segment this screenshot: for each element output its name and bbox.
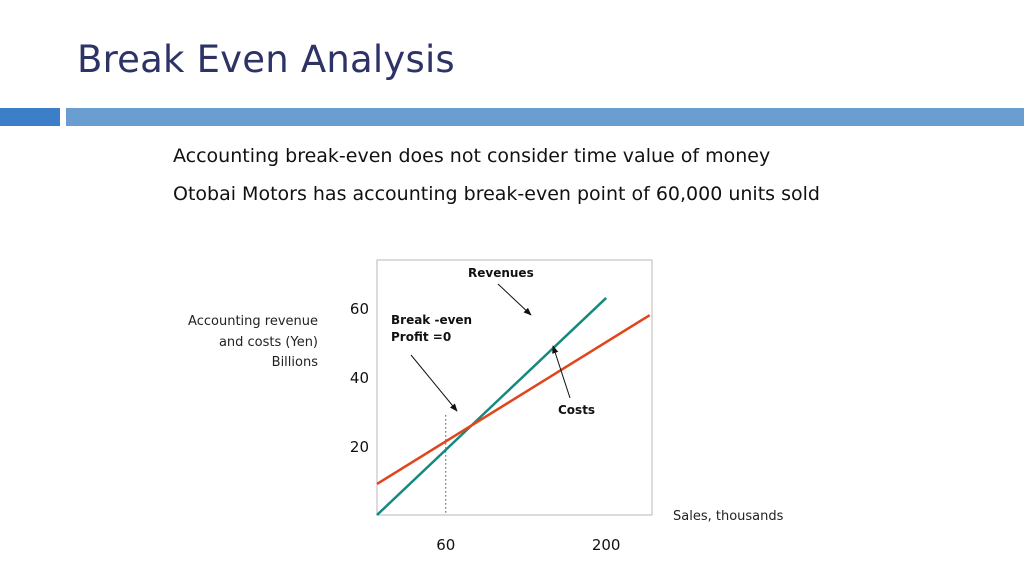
bullet-time-value: Accounting break-even does not consider … (173, 145, 771, 167)
annotation-revenues-label: Revenues (468, 266, 534, 280)
title-band (66, 108, 1024, 126)
series-line-revenues (376, 296, 608, 516)
series-line-costs (376, 314, 651, 486)
y-axis-label-line: Billions (271, 355, 318, 370)
annotation-revenues-arrow (497, 283, 532, 316)
annotation-costs-label: Costs (558, 403, 595, 417)
bullet-break-even-point: Otobai Motors has accounting break-even … (173, 183, 820, 205)
y-axis-label-line: Accounting revenue (188, 314, 318, 329)
y-tick-label: 60 (350, 300, 369, 318)
annotation-breakeven-label: Profit =0 (391, 330, 451, 344)
y-tick-label: 20 (350, 438, 369, 456)
x-tick-label: 60 (436, 536, 455, 554)
plot-frame (376, 259, 653, 516)
title-band-accent (0, 108, 60, 126)
annotation-costs-arrow (552, 345, 571, 399)
slide-title: Break Even Analysis (77, 38, 455, 81)
x-tick-label: 200 (592, 536, 621, 554)
y-tick-label: 40 (350, 369, 369, 387)
y-axis-label: Accounting revenue and costs (Yen) Billi… (150, 312, 318, 374)
y-axis-label-line: and costs (Yen) (218, 334, 318, 350)
annotation-breakeven-arrow (410, 354, 458, 412)
annotation-breakeven-label: Break -even (391, 313, 472, 327)
x-axis-label: Sales, thousands (673, 509, 784, 524)
